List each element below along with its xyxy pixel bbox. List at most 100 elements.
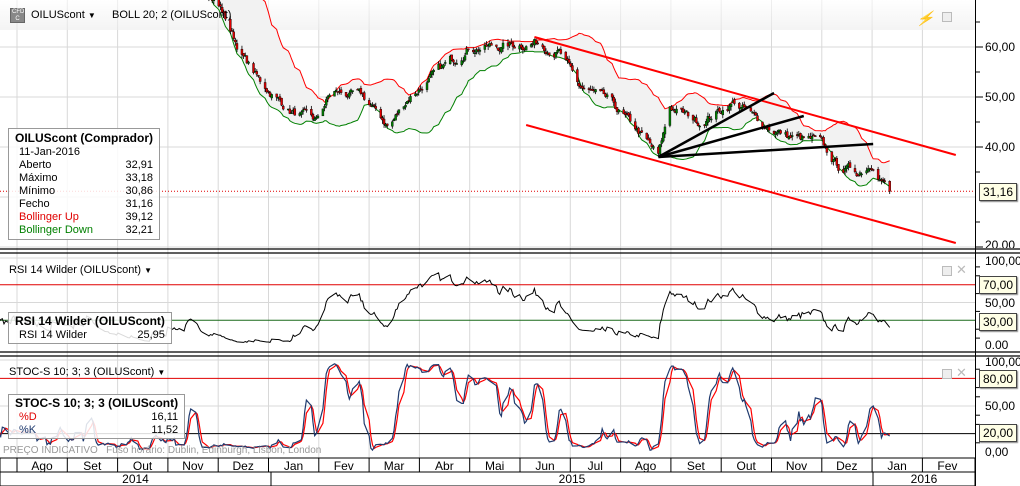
candle-body <box>333 91 336 97</box>
candle-body <box>258 77 262 82</box>
candle-body <box>427 78 430 83</box>
close-icon[interactable]: ✕ <box>956 365 967 380</box>
candle-body <box>683 112 686 114</box>
candle-body <box>372 104 376 106</box>
info-row: Bollinger Up 39,12 <box>19 211 153 224</box>
channel-line <box>525 124 957 244</box>
info-value: 31,16 <box>125 198 153 210</box>
stoch-k-label: %K <box>19 424 37 436</box>
candle-body <box>465 48 468 55</box>
candle-body <box>810 136 814 140</box>
year-label: 2016 <box>910 472 938 486</box>
chevron-down-icon: ▼ <box>87 11 96 20</box>
info-title: OILUScont (Comprador) <box>15 131 153 145</box>
candle-body <box>576 69 579 83</box>
stoch-header: STOC-S 10; 3; 3 (OILUScont) <box>9 366 155 378</box>
candle-body <box>282 106 285 110</box>
candle-body <box>265 88 268 93</box>
info-label: Fecho <box>19 198 50 210</box>
candle-body <box>706 116 710 123</box>
candle-body <box>680 107 683 110</box>
info-row: Máximo 33,18 <box>19 172 153 185</box>
candle-body <box>812 134 815 137</box>
candle-body <box>800 135 804 140</box>
candle-body <box>450 54 454 61</box>
candle-body <box>334 89 338 92</box>
candle-body <box>571 65 574 71</box>
candle-body <box>443 62 447 64</box>
candle-body <box>832 159 835 163</box>
month-label: Jun <box>535 459 555 473</box>
month-label: Fev <box>333 459 354 473</box>
ohlc-info-box: OILUScont (Comprador) 11-Jan-2016 Aberto… <box>8 128 160 240</box>
maximize-button[interactable] <box>942 266 952 276</box>
candle-body <box>328 94 331 98</box>
stoch-tick-0: 0,00 <box>985 445 1009 459</box>
rsi-upper-level: 70,00 <box>979 276 1018 294</box>
price-tick-40: 40,00 <box>985 140 1016 154</box>
candle-body <box>554 52 558 58</box>
candle-body <box>860 173 863 176</box>
candle-body <box>581 86 584 89</box>
candle-body <box>756 115 759 122</box>
candle-body <box>462 60 465 62</box>
month-label: Set <box>686 459 705 473</box>
year-label: 2015 <box>558 472 586 486</box>
candle-body <box>409 96 412 103</box>
stoch-upper-level: 80,00 <box>979 370 1018 388</box>
info-label: Bollinger Down <box>19 224 93 236</box>
candle-body <box>567 58 571 63</box>
maximize-button[interactable] <box>942 12 952 22</box>
info-label: Mínimo <box>19 185 56 197</box>
candle-body <box>845 165 848 170</box>
price-tick-50: 50,00 <box>985 90 1016 104</box>
info-value: 39,12 <box>125 211 153 223</box>
stoch-selector[interactable]: STOC-S 10; 3; 3 (OILUScont) ▼ <box>9 366 165 378</box>
candle-body <box>463 55 467 61</box>
grid-lines <box>0 0 975 472</box>
candle-body <box>432 69 435 73</box>
candle-body <box>229 19 232 32</box>
candle-body <box>640 130 644 133</box>
candle-body <box>681 108 685 113</box>
rsi-lower-level: 30,00 <box>979 313 1018 331</box>
close-icon[interactable]: ✕ <box>956 262 967 277</box>
candle-body <box>374 106 377 109</box>
candle-body <box>513 46 516 49</box>
maximize-button[interactable] <box>942 369 952 379</box>
candle-body <box>211 0 214 1</box>
rsi-selector[interactable]: RSI 14 Wilder (OILUScont) ▼ <box>9 264 152 276</box>
candle-body <box>855 173 858 177</box>
month-label: Nov <box>785 459 808 473</box>
candle-body <box>776 131 779 134</box>
candle-body <box>220 7 224 13</box>
candle-body <box>652 146 655 149</box>
candle-body <box>843 168 847 172</box>
candle-body <box>325 99 328 106</box>
month-label: Jan <box>887 459 907 473</box>
indicator-label: BOLL 20; 2 (OILUScont) <box>112 9 232 21</box>
candle-body <box>835 157 839 166</box>
candle-body <box>381 117 384 121</box>
info-value: 32,91 <box>125 159 153 171</box>
candle-body <box>425 82 429 90</box>
symbol-selector[interactable]: OILUScont ▼ <box>31 9 96 21</box>
month-label: Ago <box>31 459 53 473</box>
month-label: Mar <box>383 459 405 473</box>
month-label: Jan <box>283 459 304 473</box>
candle-body <box>650 144 653 147</box>
candle-body <box>521 46 525 51</box>
candle-body <box>634 121 637 130</box>
candle-body <box>311 114 315 120</box>
candle-body <box>234 39 237 43</box>
candle-body <box>371 105 374 108</box>
candle-body <box>230 30 234 32</box>
info-row: Fecho 31,16 <box>19 198 153 211</box>
chevron-down-icon: ▼ <box>157 368 166 377</box>
candle-body <box>721 110 725 116</box>
candle-body <box>610 93 614 98</box>
candle-body <box>543 45 546 52</box>
candle-body <box>615 107 619 112</box>
indicator-selector[interactable]: BOLL 20; 2 (OILUScont) <box>112 9 231 21</box>
